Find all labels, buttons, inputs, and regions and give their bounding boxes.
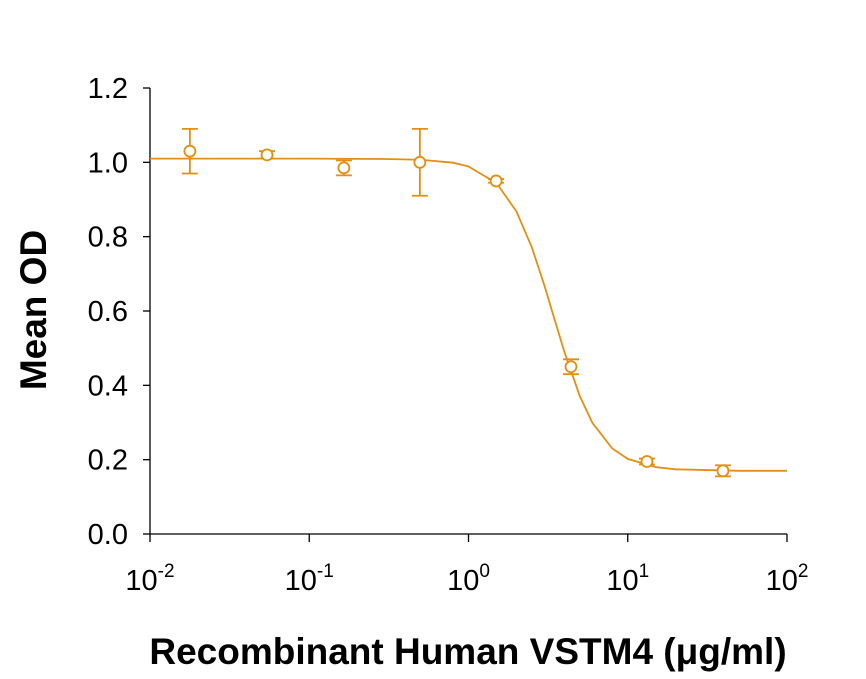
data-point	[640, 455, 654, 468]
y-tick-label: 0.2	[88, 445, 128, 477]
data-point	[716, 464, 730, 478]
x-tick-exponent: -2	[158, 561, 175, 582]
data-point	[489, 174, 503, 188]
x-tick-label: 10-1	[285, 561, 334, 597]
y-axis-title: Mean OD	[13, 230, 54, 390]
y-tick-label: 1.2	[88, 73, 128, 105]
x-tick-exponent: 1	[639, 561, 650, 582]
x-tick-exponent: -1	[317, 561, 334, 582]
y-tick-label: 0.6	[88, 296, 128, 328]
y-tick-label: 0.4	[88, 370, 128, 402]
x-tick-base: 10	[447, 565, 479, 597]
x-tick-base: 10	[606, 565, 638, 597]
y-tick-label: 0.0	[88, 519, 128, 551]
data-point	[183, 144, 197, 158]
x-tick-exponent: 2	[798, 561, 809, 582]
x-tick-exponent: 0	[479, 561, 490, 582]
x-tick-label: 100	[447, 561, 490, 597]
x-tick-label: 101	[606, 561, 649, 597]
y-tick-label: 1.0	[88, 147, 128, 179]
data-point	[260, 148, 274, 162]
x-tick-base: 10	[125, 565, 157, 597]
x-tick-base: 10	[285, 565, 317, 597]
y-tick-label: 0.8	[88, 222, 128, 254]
x-axis-title: Recombinant Human VSTM4 (μg/ml)	[149, 631, 786, 672]
data-point	[413, 155, 427, 169]
data-point	[564, 360, 578, 374]
x-tick-label: 102	[766, 561, 809, 597]
x-tick-label: 10-2	[125, 561, 174, 597]
data-point	[337, 161, 351, 175]
x-tick-base: 10	[766, 565, 798, 597]
